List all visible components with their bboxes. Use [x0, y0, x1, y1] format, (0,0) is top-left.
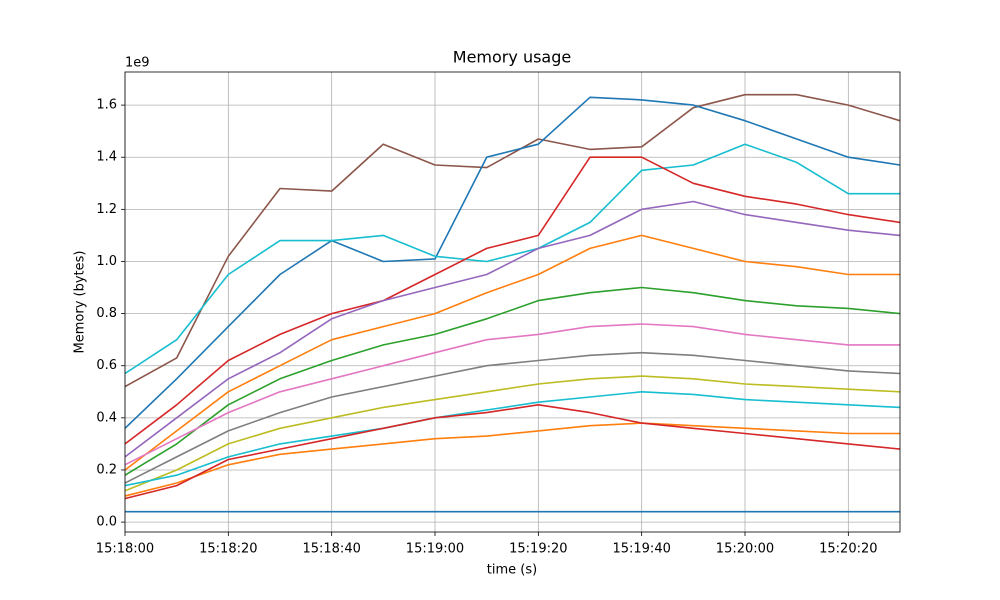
y-axis-label: Memory (bytes) [73, 251, 88, 354]
data-line [125, 234, 900, 471]
data-line [125, 351, 900, 484]
data-line [125, 323, 900, 466]
x-tick-label: 15:18:20 [199, 542, 257, 557]
data-line [125, 404, 900, 500]
plot-frame [124, 71, 901, 533]
y-tick-label: 1.0 [96, 254, 117, 269]
y-tick-label: 0.4 [96, 410, 117, 425]
chart-title: Memory usage [453, 48, 571, 67]
y-offset-label: 1e9 [125, 56, 150, 71]
y-tick-label: 0.0 [96, 515, 117, 530]
x-tick-label: 15:18:40 [302, 542, 360, 557]
x-tick-label: 15:19:00 [406, 542, 464, 557]
x-tick-label: 15:18:00 [96, 542, 154, 557]
data-line [125, 375, 900, 492]
x-axis-label: time (s) [487, 563, 537, 578]
y-tick-label: 1.2 [96, 202, 117, 217]
y-tick-label: 1.6 [96, 98, 117, 113]
y-tick-label: 1.4 [96, 150, 117, 165]
data-line [125, 391, 900, 487]
data-line [125, 93, 900, 388]
x-tick-label: 15:19:20 [509, 542, 567, 557]
data-line [125, 286, 900, 476]
data-line [125, 96, 900, 429]
x-tick-label: 15:20:20 [819, 542, 877, 557]
x-tick-label: 15:20:00 [716, 542, 774, 557]
data-line [125, 200, 900, 458]
data-line [125, 156, 900, 445]
y-tick-label: 0.2 [96, 462, 117, 477]
data-line [125, 422, 900, 497]
y-tick-label: 0.8 [96, 306, 117, 321]
x-tick-label: 15:19:40 [612, 542, 670, 557]
data-line [125, 143, 900, 375]
y-tick-label: 0.6 [96, 358, 117, 373]
